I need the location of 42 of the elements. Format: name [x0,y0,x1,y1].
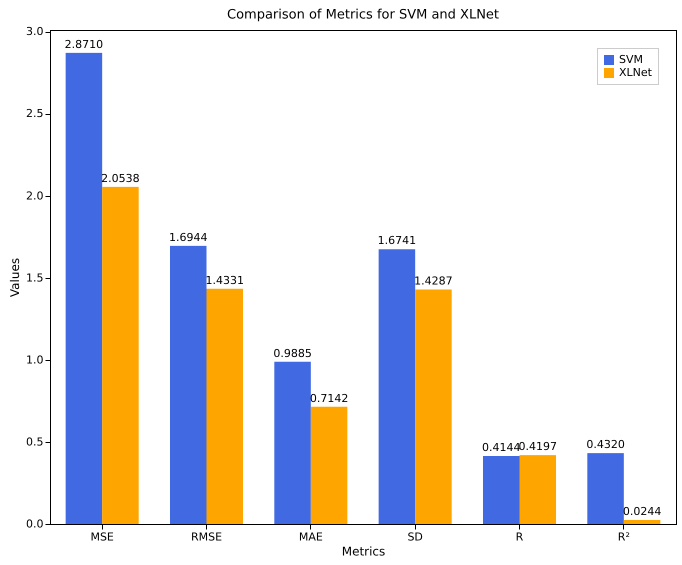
x-tick-label: MAE [298,530,323,544]
bar [310,406,348,524]
bar [587,453,624,524]
bar [482,456,520,524]
data-label: 0.4320 [586,438,625,452]
y-tick-label: 0.0 [26,518,44,530]
bar [66,52,102,524]
x-tick-label: R² [618,530,630,544]
bar [206,288,244,524]
legend-label: SVM [619,53,643,66]
y-tick-label: 3.0 [26,25,44,38]
y-tick-label: 2.0 [26,189,44,202]
chart-title: Comparison of Metrics for SVM and XLNet [226,8,500,23]
data-label: 2.0538 [101,172,140,185]
data-label: 1.4331 [206,274,244,287]
data-label: 0.9885 [273,346,312,360]
bar [520,455,556,524]
data-label: 0.4144 [482,440,520,454]
bar [170,246,206,524]
bar [415,290,452,524]
x-tick-label: R [516,530,524,544]
data-label: 0.0244 [622,504,662,518]
x-tick-label: MSE [90,530,114,544]
x-axis-title: Metrics [342,544,386,558]
bar [102,186,139,524]
bar [274,362,311,524]
y-tick-label: 1.5 [26,271,44,284]
x-tick-label: RMSE [190,530,222,544]
data-label: 0.7142 [310,392,348,405]
bar [624,520,660,524]
data-label: 1.6741 [378,234,416,248]
y-tick-label: 2.5 [26,107,44,120]
y-tick-label: 0.5 [26,435,44,448]
x-tick-label: SD [407,530,423,544]
bar [378,249,416,524]
y-axis-title: Values [8,258,22,298]
data-label: 2.8710 [64,38,104,51]
data-label: 1.4287 [414,274,453,288]
data-label: 0.4197 [518,440,558,454]
y-tick-label: 1.0 [26,353,44,366]
data-label: 1.6944 [168,230,208,244]
legend-label: XLNet [619,66,653,79]
